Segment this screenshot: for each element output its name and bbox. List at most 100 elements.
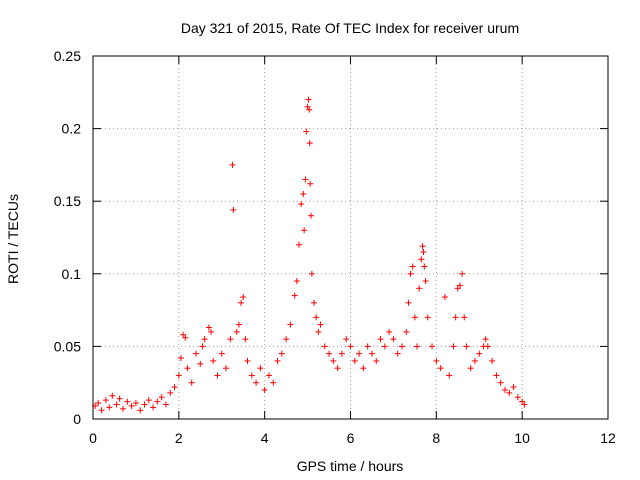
data-point [510, 384, 517, 391]
data-point [223, 365, 230, 372]
data-point [390, 336, 397, 343]
data-point [452, 314, 459, 321]
chart-title: Day 321 of 2015, Rate Of TEC Index for r… [181, 20, 519, 36]
data-point [405, 299, 412, 306]
data-point [308, 270, 315, 277]
data-point [321, 343, 328, 350]
data-point [177, 355, 184, 362]
data-point [302, 176, 309, 183]
data-point [368, 350, 375, 357]
data-point [120, 405, 127, 412]
data-point [422, 278, 429, 285]
y-tick-label: 0.15 [54, 193, 81, 209]
data-points [92, 96, 528, 414]
data-point [240, 294, 247, 301]
data-point [98, 407, 105, 414]
data-point [461, 314, 468, 321]
data-point [141, 401, 148, 408]
data-point [305, 96, 312, 103]
data-point [502, 386, 508, 393]
x-tick-label: 6 [347, 430, 355, 446]
data-point [330, 357, 337, 364]
data-point [197, 360, 204, 367]
data-point [459, 270, 466, 277]
data-point [424, 314, 431, 321]
data-point [301, 227, 308, 234]
data-point [162, 401, 169, 408]
data-point [489, 357, 496, 364]
data-point [409, 263, 416, 270]
data-point [381, 343, 388, 350]
data-point [274, 357, 281, 364]
x-tick-label: 10 [514, 430, 530, 446]
data-point [416, 285, 423, 292]
data-point [377, 336, 384, 343]
data-point [419, 243, 426, 250]
data-point [145, 397, 152, 404]
y-tick-label: 0.1 [62, 266, 82, 282]
y-tick-label: 0.2 [62, 121, 82, 137]
data-point [230, 206, 237, 213]
data-point [238, 299, 245, 306]
data-point [106, 404, 113, 411]
data-point [446, 372, 453, 379]
data-point [437, 365, 444, 372]
data-point [235, 321, 242, 328]
data-point [497, 379, 504, 386]
data-point [210, 357, 217, 364]
gridlines [93, 56, 608, 419]
data-point [467, 365, 474, 372]
data-point [414, 343, 421, 350]
data-point [199, 343, 206, 350]
tick-labels: 0 0.05 0.1 0.15 0.2 0.25 0 2 4 6 8 10 12 [54, 48, 616, 446]
data-point [429, 343, 436, 350]
data-point [233, 328, 240, 335]
data-point [283, 336, 290, 343]
data-point [171, 384, 178, 391]
data-point [253, 379, 260, 386]
data-point [270, 379, 277, 386]
data-point [521, 401, 528, 408]
data-point [128, 402, 135, 409]
data-point [137, 407, 144, 414]
data-point [347, 343, 354, 350]
data-point [317, 321, 324, 328]
x-tick-label: 2 [175, 430, 183, 446]
x-tick-label: 12 [600, 430, 616, 446]
data-point [386, 328, 393, 335]
data-point [205, 324, 212, 331]
x-axis-label: GPS time / hours [297, 458, 404, 474]
data-point [182, 334, 189, 341]
data-point [313, 314, 320, 321]
data-point [364, 343, 371, 350]
data-point [257, 365, 264, 372]
data-point [242, 336, 249, 343]
data-point [298, 201, 305, 208]
data-point [334, 365, 341, 372]
data-point [296, 241, 302, 248]
data-point [291, 292, 298, 299]
data-point [351, 357, 358, 364]
data-point [411, 314, 418, 321]
y-axis-label: ROTI / TECUs [5, 194, 21, 284]
data-point [338, 350, 345, 357]
data-point [482, 336, 489, 343]
data-point [399, 343, 405, 350]
data-point [175, 372, 182, 379]
data-point [463, 343, 470, 350]
data-point [188, 379, 195, 386]
data-point [360, 365, 367, 372]
data-point [184, 365, 191, 372]
data-point [420, 249, 427, 256]
data-point [248, 372, 255, 379]
data-point [476, 350, 483, 357]
data-point [303, 128, 310, 135]
data-point [315, 328, 322, 335]
data-point [278, 350, 285, 357]
data-point [113, 401, 120, 408]
data-point [484, 343, 491, 350]
data-point [293, 278, 300, 285]
x-tick-label: 4 [261, 430, 269, 446]
data-point [306, 106, 313, 113]
